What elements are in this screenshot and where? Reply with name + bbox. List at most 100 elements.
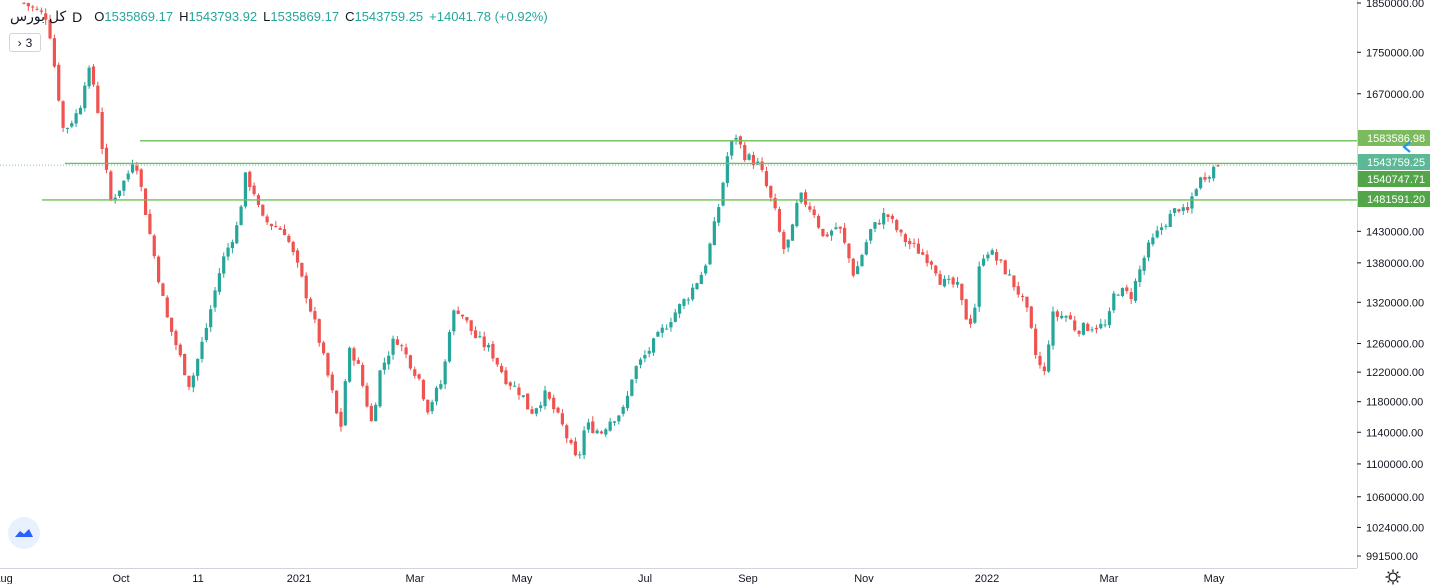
candle	[222, 252, 226, 278]
candle	[143, 188, 148, 216]
candle	[400, 343, 404, 352]
candle	[239, 204, 243, 226]
indicators-collapse-button[interactable]: › 3	[9, 33, 41, 52]
candle	[790, 223, 795, 241]
time-axis: Aug Oct 11 2021 Mar May Jul Sep Nov 2022 Mar May	[0, 573, 1225, 584]
candle	[856, 261, 860, 275]
candle	[178, 343, 182, 358]
candle	[521, 395, 525, 398]
candle	[825, 232, 829, 238]
level-price-label: 1540747.71	[1358, 171, 1430, 187]
candle	[1146, 239, 1151, 262]
candle	[287, 234, 291, 244]
candle	[821, 228, 825, 238]
candle	[482, 331, 486, 351]
candle	[795, 200, 799, 228]
candle	[508, 381, 512, 390]
chevron-left-icon[interactable]	[1402, 141, 1411, 153]
candle	[44, 8, 48, 25]
candle	[308, 297, 313, 313]
candle	[1203, 172, 1207, 183]
candle	[500, 363, 504, 374]
candle	[430, 399, 434, 415]
candle	[447, 329, 452, 363]
candle	[426, 399, 430, 415]
candle	[83, 82, 87, 112]
candle	[252, 182, 256, 197]
interval-label[interactable]: D	[72, 8, 83, 25]
candle	[625, 390, 630, 411]
candle	[317, 318, 321, 347]
candle	[321, 340, 326, 356]
symbol-name[interactable]: کل بورس	[10, 8, 67, 24]
high-value: 1543793.92	[188, 9, 258, 24]
tradingview-logo[interactable]	[8, 517, 40, 549]
candle	[595, 428, 599, 434]
candle	[938, 270, 942, 285]
candle	[365, 382, 369, 408]
candle	[539, 401, 543, 412]
candle	[812, 205, 816, 218]
svg-text:1543759.25: 1543759.25	[1367, 157, 1425, 169]
candle	[22, 2, 26, 5]
candle	[304, 272, 308, 304]
time-tick-label: Oct	[112, 573, 129, 584]
open-value: 1535869.17	[104, 9, 174, 24]
candle	[517, 383, 521, 400]
candle	[191, 372, 195, 393]
tradingview-logo-icon	[15, 529, 33, 537]
price-tick-label: 1670000.00	[1366, 89, 1424, 101]
candle	[183, 353, 187, 376]
candle	[647, 347, 651, 358]
candle	[1159, 223, 1164, 235]
price-tick-label: 1140000.00	[1366, 427, 1423, 439]
candle	[235, 221, 239, 245]
candle	[478, 331, 482, 339]
price-tick-label: 1850000.00	[1366, 0, 1424, 10]
svg-text:1481591.20: 1481591.20	[1367, 194, 1425, 206]
candle	[999, 259, 1003, 264]
candle	[986, 251, 990, 262]
candle	[734, 134, 738, 145]
candle	[226, 242, 230, 261]
candle	[604, 427, 608, 438]
candle	[148, 209, 152, 235]
candle	[434, 385, 439, 406]
candle	[990, 248, 994, 256]
candle	[1212, 165, 1216, 182]
candle	[113, 193, 117, 204]
indicators-count: 3	[25, 35, 33, 50]
candle	[556, 406, 560, 414]
price-tick-label: 1180000.00	[1366, 397, 1423, 409]
candle	[547, 391, 551, 401]
candle	[552, 394, 556, 414]
candle	[52, 34, 56, 69]
candle	[669, 317, 673, 332]
candle	[1168, 209, 1172, 228]
candle	[421, 379, 426, 402]
candle	[712, 216, 716, 246]
candle	[248, 170, 252, 192]
candle	[443, 359, 447, 389]
low-value: 1535869.17	[270, 9, 340, 24]
candle	[1042, 362, 1046, 376]
candle	[994, 248, 999, 265]
low-label: L	[263, 9, 271, 24]
candle	[695, 282, 699, 290]
candle	[1025, 296, 1029, 313]
candle	[313, 306, 317, 324]
candle	[161, 282, 165, 296]
candle	[452, 309, 456, 336]
candle	[408, 354, 413, 371]
candle	[1055, 309, 1059, 322]
candle	[391, 335, 395, 360]
candle	[1003, 259, 1007, 275]
candle	[968, 314, 973, 328]
gear-icon[interactable]	[1385, 569, 1401, 585]
candle	[456, 306, 460, 315]
candle	[1038, 351, 1042, 369]
candle	[977, 261, 981, 312]
candle	[96, 81, 100, 114]
candle	[673, 308, 677, 323]
